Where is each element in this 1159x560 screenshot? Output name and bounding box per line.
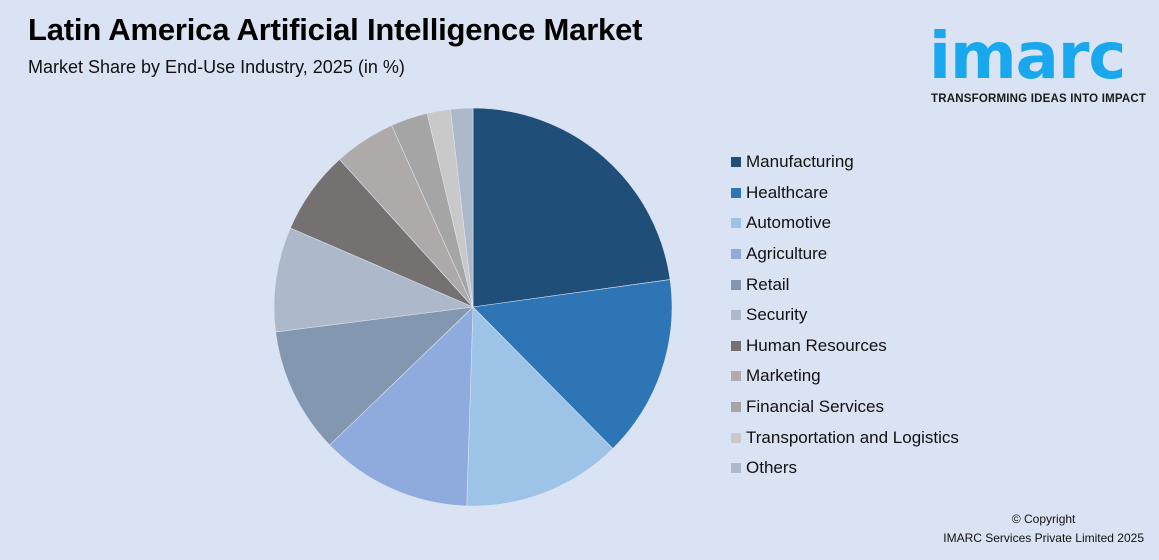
legend-swatch-icon — [731, 279, 741, 290]
legend-label: Financial Services — [746, 397, 884, 417]
legend-item: Transportation and Logistics — [731, 422, 959, 453]
legend-swatch-icon — [731, 157, 741, 168]
legend-swatch-icon — [731, 310, 741, 321]
legend-item: Retail — [731, 269, 959, 300]
legend-swatch-icon — [731, 340, 741, 351]
pie-slice-agriculture — [329, 306, 474, 507]
pie-slice-automotive — [466, 306, 614, 507]
legend-label: Others — [746, 458, 798, 478]
legend-label: Manufacturing — [746, 152, 854, 172]
logo-tagline: TRANSFORMING IDEAS INTO IMPACT — [931, 93, 1147, 105]
legend-swatch-icon — [731, 371, 741, 382]
pie-slice-manufacturing — [472, 107, 671, 308]
legend-swatch-icon — [731, 249, 741, 260]
legend-item: Financial Services — [731, 392, 959, 423]
chart-legend: Manufacturing Healthcare Automotive Agricul… — [731, 147, 959, 484]
pie-slice-security — [273, 227, 475, 333]
legend-item: Security — [731, 300, 959, 331]
legend-item: Healthcare — [731, 178, 959, 209]
legend-item: Automotive — [731, 208, 959, 239]
pie-slice-retail — [275, 306, 474, 446]
pie-slice-others — [450, 107, 474, 308]
legend-label: Security — [746, 305, 808, 325]
copyright-line-1: © Copyright — [1011, 512, 1076, 526]
copyright-line-2: IMARC Services Private Limited 2025 — [943, 531, 1144, 545]
legend-swatch-icon — [731, 218, 741, 229]
legend-item: Others — [731, 453, 959, 484]
legend-item: Manufacturing — [731, 147, 959, 178]
chart-title: Latin America Artificial Intelligence Ma… — [28, 12, 643, 47]
copyright-notice: © Copyright IMARC Services Private Limit… — [943, 510, 1144, 548]
pie-slice-healthcare — [472, 279, 673, 450]
legend-label: Human Resources — [746, 335, 887, 355]
legend-label: Marketing — [746, 366, 821, 386]
imarc-logo: imarc TRANSFORMING IDEAS INTO IMPACT — [925, 10, 1155, 110]
legend-label: Healthcare — [746, 182, 829, 202]
legend-item: Human Resources — [731, 331, 959, 362]
legend-label: Transportation and Logistics — [746, 427, 959, 447]
pie-chart — [273, 107, 673, 507]
chart-subtitle: Market Share by End-Use Industry, 2025 (… — [28, 57, 405, 77]
legend-label: Agriculture — [746, 244, 828, 264]
legend-item: Marketing — [731, 361, 959, 392]
legend-item: Agriculture — [731, 239, 959, 270]
logo-wordmark: imarc — [929, 20, 1126, 94]
legend-swatch-icon — [731, 187, 741, 198]
legend-label: Automotive — [746, 213, 832, 233]
legend-swatch-icon — [731, 402, 741, 413]
legend-label: Retail — [746, 274, 790, 294]
legend-swatch-icon — [731, 432, 741, 443]
legend-swatch-icon — [731, 463, 741, 474]
